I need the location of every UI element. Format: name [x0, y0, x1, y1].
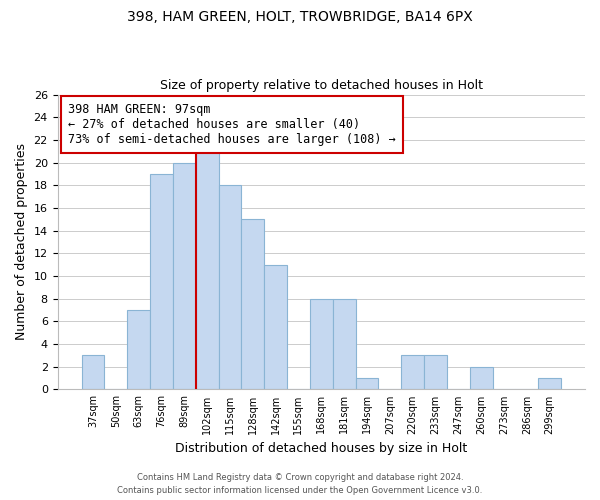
Bar	[356, 378, 379, 390]
Bar	[127, 310, 150, 390]
Bar	[82, 356, 104, 390]
Bar	[241, 220, 264, 390]
Text: Contains HM Land Registry data © Crown copyright and database right 2024.
Contai: Contains HM Land Registry data © Crown c…	[118, 474, 482, 495]
Bar	[310, 298, 332, 390]
Bar	[401, 356, 424, 390]
Bar	[332, 298, 356, 390]
Bar	[150, 174, 173, 390]
Bar	[196, 140, 218, 390]
Text: 398, HAM GREEN, HOLT, TROWBRIDGE, BA14 6PX: 398, HAM GREEN, HOLT, TROWBRIDGE, BA14 6…	[127, 10, 473, 24]
Title: Size of property relative to detached houses in Holt: Size of property relative to detached ho…	[160, 79, 483, 92]
Y-axis label: Number of detached properties: Number of detached properties	[15, 144, 28, 340]
Bar	[264, 264, 287, 390]
Text: 398 HAM GREEN: 97sqm
← 27% of detached houses are smaller (40)
73% of semi-detac: 398 HAM GREEN: 97sqm ← 27% of detached h…	[68, 104, 396, 146]
Bar	[538, 378, 561, 390]
Bar	[218, 186, 241, 390]
Bar	[424, 356, 447, 390]
X-axis label: Distribution of detached houses by size in Holt: Distribution of detached houses by size …	[175, 442, 467, 455]
Bar	[470, 366, 493, 390]
Bar	[173, 162, 196, 390]
